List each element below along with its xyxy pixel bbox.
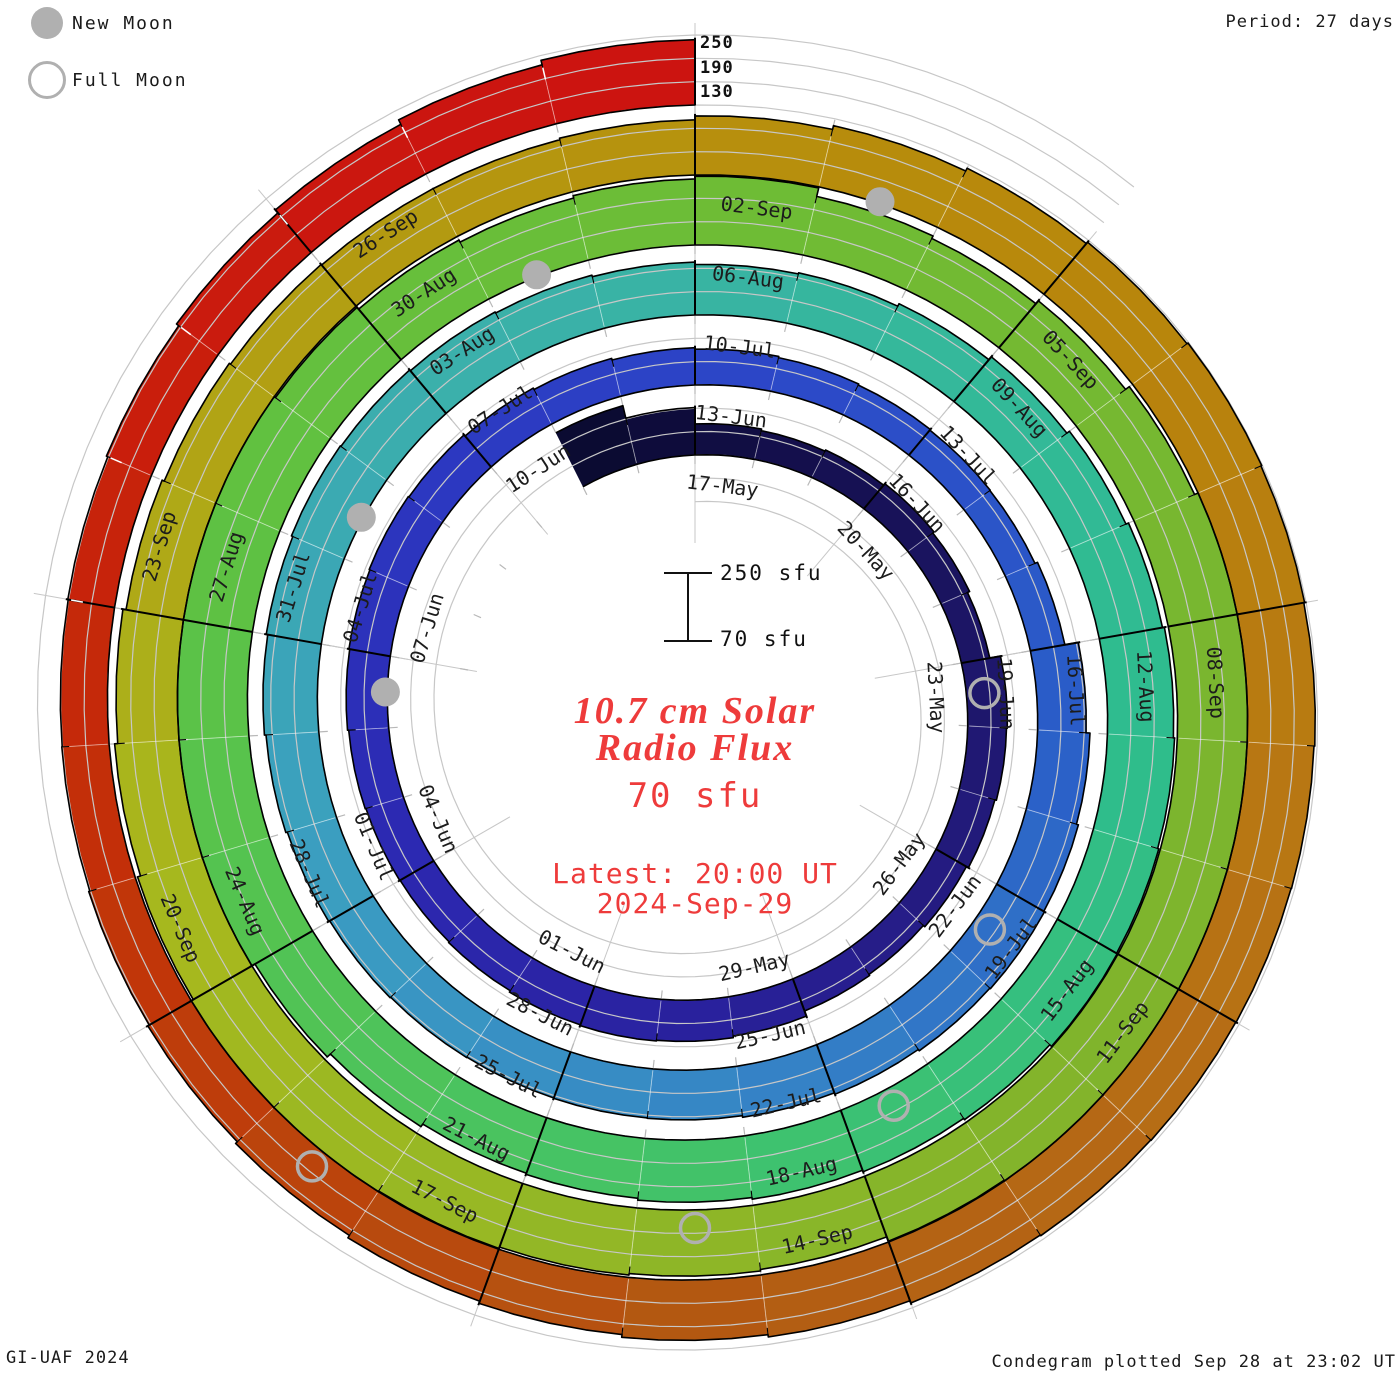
svg-text:17-May: 17-May bbox=[685, 469, 760, 502]
daily-top-ticks bbox=[61, 63, 1316, 1336]
radial-tick-130: 130 bbox=[700, 82, 734, 102]
latest-date: 2024-Sep-29 bbox=[596, 887, 794, 920]
chart-title-line1: 10.7 cm Solar bbox=[573, 690, 817, 732]
scale-bar bbox=[664, 572, 712, 642]
full-moon-icon bbox=[28, 61, 66, 99]
chart-title: 10.7 cm Solar Radio Flux bbox=[395, 690, 995, 769]
spiral-baseline bbox=[106, 104, 1249, 1281]
radial-tick-250: 250 bbox=[700, 33, 734, 53]
scalebar-bottom-label: 70 sfu bbox=[720, 627, 808, 651]
legend-full-moon-label: Full Moon bbox=[72, 70, 188, 91]
credit-left: GI-UAF 2024 bbox=[6, 1348, 130, 1368]
current-flux-value: 70 sfu bbox=[627, 776, 763, 816]
svg-text:08-Sep: 08-Sep bbox=[1202, 646, 1230, 719]
latest-reading: Latest: 20:00 UT 2024-Sep-29 bbox=[395, 859, 995, 919]
segment-separators bbox=[65, 37, 1307, 1306]
flux-outer-edge bbox=[59, 38, 1316, 1342]
legend-new-moon-label: New Moon bbox=[72, 13, 175, 34]
svg-text:16-Jul: 16-Jul bbox=[1062, 653, 1090, 726]
svg-text:29-May: 29-May bbox=[716, 947, 792, 987]
period-label: Period: 27 days bbox=[1225, 12, 1394, 32]
svg-text:19-Jun: 19-Jun bbox=[992, 657, 1020, 730]
end-white-ticks bbox=[70, 67, 547, 603]
scalebar-top-label: 250 sfu bbox=[720, 561, 823, 585]
radial-tick-190: 190 bbox=[700, 58, 734, 78]
svg-text:12-Aug: 12-Aug bbox=[1132, 650, 1160, 723]
svg-text:07-Jun: 07-Jun bbox=[405, 590, 449, 666]
svg-text:23-May: 23-May bbox=[922, 661, 950, 734]
credit-right: Condegram plotted Sep 28 at 23:02 UT bbox=[991, 1352, 1396, 1372]
moon-markers bbox=[295, 187, 1007, 1245]
new-moon-icon bbox=[31, 7, 63, 39]
latest-time: Latest: 20:00 UT bbox=[552, 857, 838, 890]
chart-title-line2: Radio Flux bbox=[595, 727, 795, 769]
